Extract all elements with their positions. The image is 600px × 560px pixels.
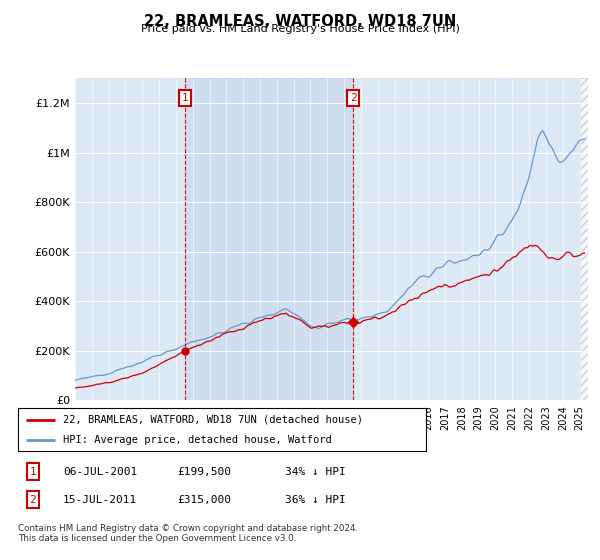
Text: 15-JUL-2011: 15-JUL-2011 [63,494,137,505]
Text: 1: 1 [181,93,188,103]
Text: 2: 2 [29,494,37,505]
Text: 22, BRAMLEAS, WATFORD, WD18 7UN (detached house): 22, BRAMLEAS, WATFORD, WD18 7UN (detache… [63,415,363,424]
Text: HPI: Average price, detached house, Watford: HPI: Average price, detached house, Watf… [63,435,332,445]
Text: 36% ↓ HPI: 36% ↓ HPI [285,494,346,505]
Text: 34% ↓ HPI: 34% ↓ HPI [285,466,346,477]
Text: Price paid vs. HM Land Registry's House Price Index (HPI): Price paid vs. HM Land Registry's House … [140,24,460,34]
Text: £199,500: £199,500 [177,466,231,477]
Text: 1: 1 [29,466,37,477]
Text: Contains HM Land Registry data © Crown copyright and database right 2024.
This d: Contains HM Land Registry data © Crown c… [18,524,358,543]
Text: £315,000: £315,000 [177,494,231,505]
Text: 06-JUL-2001: 06-JUL-2001 [63,466,137,477]
Text: 2: 2 [350,93,356,103]
Bar [185,78,353,400]
Text: 22, BRAMLEAS, WATFORD, WD18 7UN: 22, BRAMLEAS, WATFORD, WD18 7UN [144,14,456,29]
